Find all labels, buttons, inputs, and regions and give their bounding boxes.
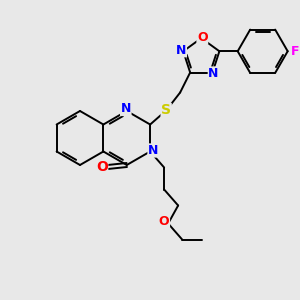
Text: N: N xyxy=(148,144,158,157)
Text: N: N xyxy=(121,103,131,116)
Text: S: S xyxy=(161,103,171,118)
Text: O: O xyxy=(96,160,108,174)
Text: F: F xyxy=(290,45,299,58)
Text: N: N xyxy=(176,44,186,57)
Text: O: O xyxy=(197,31,208,44)
Text: N: N xyxy=(208,67,219,80)
Text: O: O xyxy=(159,215,170,228)
